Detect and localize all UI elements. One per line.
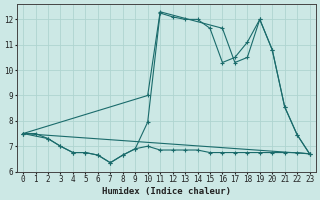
- X-axis label: Humidex (Indice chaleur): Humidex (Indice chaleur): [102, 187, 231, 196]
